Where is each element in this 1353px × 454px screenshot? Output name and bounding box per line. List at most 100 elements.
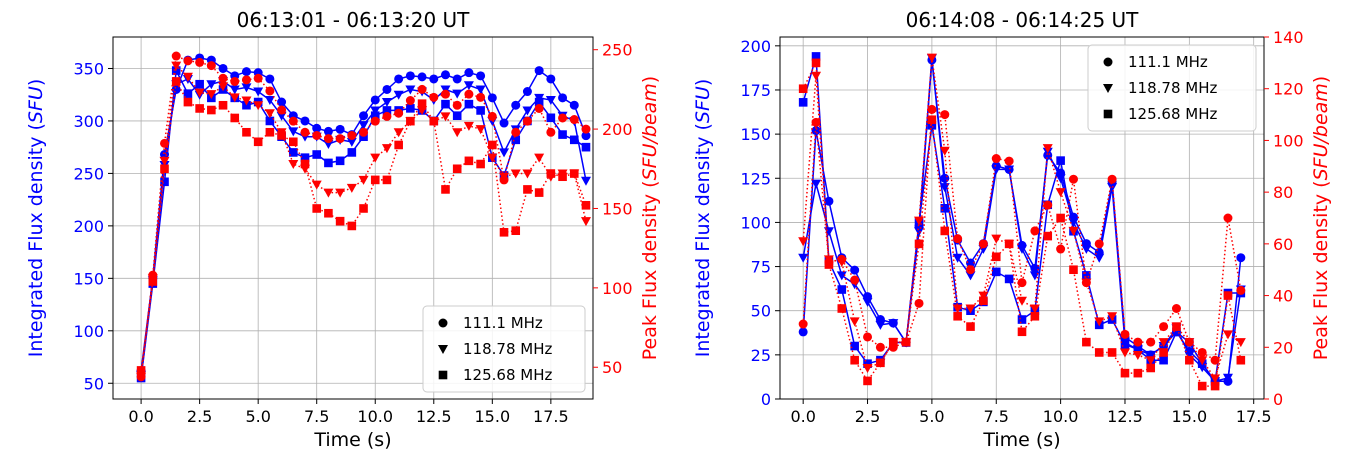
legend-label: 125.68 MHz: [463, 366, 552, 384]
x-tick-label: 0.0: [790, 407, 815, 426]
data-point: [253, 87, 264, 97]
data-point: [863, 376, 872, 386]
data-point: [464, 68, 474, 78]
data-point: [1094, 239, 1104, 249]
x-tick-label: 5.0: [919, 407, 944, 426]
y-right-tick-label: 250: [602, 41, 633, 60]
data-point: [1082, 337, 1091, 347]
data-point: [405, 96, 415, 106]
data-point: [195, 104, 204, 113]
data-point: [523, 185, 532, 194]
data-point: [1236, 355, 1246, 365]
y-left-tick-label: 125: [740, 169, 771, 188]
data-point: [206, 90, 217, 100]
data-point: [441, 185, 450, 194]
chart-title: 06:13:01 - 06:13:20 UT: [237, 8, 471, 32]
plot-frame: [112, 36, 594, 400]
data-point: [1094, 317, 1105, 327]
data-point: [811, 117, 821, 127]
data-point: [940, 203, 950, 213]
data-point: [991, 234, 1002, 244]
data-point: [811, 179, 822, 189]
data-point: [382, 175, 392, 185]
data-point: [1107, 348, 1117, 357]
data-point: [276, 111, 287, 121]
data-point: [406, 104, 415, 113]
legend-label: 118.78 MHz: [463, 340, 552, 358]
data-point: [417, 99, 427, 108]
data-point: [475, 125, 486, 135]
data-point: [581, 200, 591, 210]
y-left-label-unit: SFU: [25, 86, 47, 123]
y-left-label-end: ): [692, 79, 714, 86]
data-point: [545, 95, 556, 105]
data-point: [381, 98, 392, 108]
data-point: [311, 180, 322, 190]
y-left-axis-label: Integrated Flux density (SFU): [25, 79, 47, 358]
data-point: [558, 172, 567, 182]
y-left-tick-label: 50: [751, 302, 771, 321]
data-point: [569, 100, 579, 110]
data-point: [346, 183, 357, 193]
y-right-tick-label: 150: [602, 199, 633, 218]
data-point: [242, 127, 251, 137]
data-point: [534, 103, 544, 113]
x-tick-label: 10.0: [357, 407, 393, 426]
data-point: [347, 130, 357, 140]
data-point: [463, 121, 474, 131]
data-point: [940, 110, 950, 120]
y-left-tick-label: 0: [761, 390, 771, 409]
data-point: [914, 239, 924, 249]
data-point: [1094, 348, 1104, 357]
data-point: [1004, 156, 1014, 166]
data-point: [580, 176, 591, 186]
data-point: [546, 169, 556, 178]
y-right-tick-label: 0: [1273, 390, 1283, 409]
data-point: [569, 115, 579, 125]
data-point: [1043, 231, 1053, 241]
data-point: [511, 226, 521, 236]
data-point: [1107, 174, 1117, 184]
data-point: [335, 134, 345, 144]
data-point: [966, 258, 976, 268]
data-point: [1120, 339, 1130, 349]
y-right-tick-label: 100: [602, 279, 633, 298]
data-point: [323, 188, 334, 198]
y-right-tick-label: 40: [1273, 287, 1293, 306]
data-point: [1197, 347, 1207, 357]
data-point: [1236, 253, 1246, 263]
data-point: [171, 77, 181, 86]
data-point: [476, 71, 486, 81]
data-point: [300, 159, 310, 169]
data-point: [581, 131, 591, 141]
data-point: [927, 115, 937, 125]
x-tick-label: 7.5: [984, 407, 1009, 426]
y-left-label-text: Integrated Flux density (: [25, 123, 47, 357]
data-point: [218, 82, 229, 92]
data-point: [863, 332, 873, 342]
data-point: [382, 106, 392, 115]
data-point: [393, 90, 404, 100]
data-point: [1146, 337, 1156, 347]
y-right-tick-label: 20: [1273, 338, 1293, 357]
data-point: [1222, 330, 1233, 340]
data-point: [476, 159, 485, 169]
data-point: [811, 58, 821, 68]
y-left-label-unit: SFU: [692, 86, 714, 123]
data-point: [836, 257, 847, 267]
x-tick-label: 15.0: [1172, 407, 1208, 426]
y-right-axis-label: Peak Flux density (SFU/beam): [639, 76, 661, 360]
y-left-tick-label: 100: [73, 322, 104, 341]
x-tick-label: 5.0: [245, 407, 270, 426]
data-point: [440, 70, 450, 80]
data-point: [429, 116, 439, 126]
data-point: [558, 130, 567, 139]
data-point: [182, 72, 193, 82]
data-point: [382, 111, 392, 121]
data-point: [522, 106, 533, 116]
data-point: [136, 366, 146, 375]
data-point: [159, 156, 170, 166]
x-tick-label: 0.0: [128, 407, 153, 426]
data-point: [1081, 278, 1092, 288]
data-point: [823, 255, 834, 265]
